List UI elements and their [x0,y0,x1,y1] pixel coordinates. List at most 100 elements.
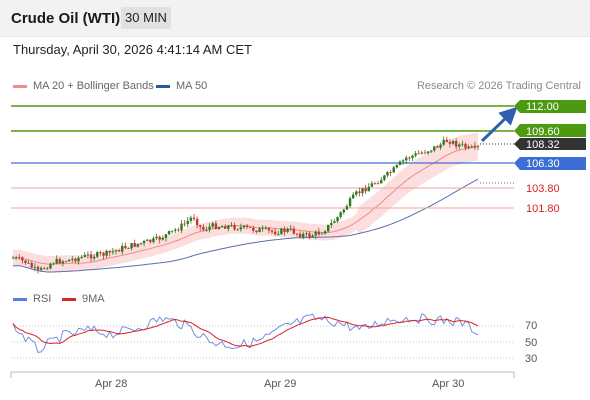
candle-body [202,226,205,230]
candle-body [305,233,308,235]
candle-body [248,227,252,228]
level-label-103-80: 103.80 [526,183,560,195]
candle-body [317,231,321,235]
candle-body [11,257,15,259]
candle-body [67,259,71,262]
candle-body [58,258,62,264]
candle-body [230,224,233,226]
candle-body [302,233,305,238]
legend-item-9ma: 9MA [62,293,105,305]
candle-body [358,191,361,194]
level-label-109-60: 109.60 [526,126,560,138]
candle-body [470,146,473,148]
level-label-106-30: 106.30 [526,158,560,170]
legend-label-ma50: MA 50 [176,80,208,92]
candle-body [189,217,193,221]
candle-body [429,150,433,152]
timeframe-badge[interactable]: 30 MIN [121,7,171,29]
candle-body [311,235,314,238]
candle-body [283,228,286,232]
candle-body [142,240,146,244]
candle-body [252,227,255,231]
candle-body [186,220,189,224]
candle-body [30,262,33,268]
legend-label-rsi: RSI [33,293,52,305]
candle-body [336,217,339,222]
candle-body [433,146,436,151]
candle-body [405,157,408,161]
candle-body [130,243,133,249]
candle-body [77,257,80,262]
candle-body [224,226,227,229]
candle-body [273,231,277,235]
candle-body [389,172,392,173]
candle-body [52,263,55,265]
level-label-108-32: 108.32 [526,139,560,151]
candle-body [270,230,274,232]
candle-body [80,256,83,258]
candle-body [333,221,336,224]
candle-body [155,236,158,239]
candle-body [43,267,46,269]
candle-body [183,223,186,225]
level-tag-112: 112.00 [514,100,586,113]
rsi-tick-70: 70 [525,320,537,332]
candlestick-series [11,136,480,274]
candle-body [286,228,289,232]
candle-body [158,236,161,240]
candle-body [99,252,102,253]
candle-body [292,228,296,234]
candle-body [345,206,349,210]
legend-swatch-9ma [62,297,76,301]
candle-body [86,254,90,256]
candle-body [227,225,230,229]
candle-body [401,160,405,162]
candle-body [330,223,333,225]
level-tag-108-32: 108.32 [514,138,586,151]
candle-body [177,229,180,231]
candle-body [239,227,243,230]
candle-body [105,250,108,256]
candle-body [96,252,99,257]
candle-body [136,243,140,247]
timestamp: Thursday, April 30, 2026 4:41:14 AM CET [13,42,252,57]
candle-body [373,183,377,185]
candle-body [364,188,367,192]
candle-body [242,225,246,228]
candle-body [61,261,65,264]
legend-swatch-ma50 [156,84,170,88]
candle-body [458,144,461,147]
candle-body [408,157,411,159]
candle-body [149,239,152,242]
candle-body [245,225,249,228]
legend-item-rsi: RSI [13,293,51,305]
candle-body [21,257,24,261]
candle-body [420,152,424,154]
candle-body [108,250,111,253]
ma20-line [12,146,479,265]
x-tick-apr29: Apr 29 [264,378,296,390]
candle-body [114,250,118,252]
candle-body [308,233,311,238]
candle-body [102,252,105,256]
candle-body [342,209,346,213]
candle-body [174,229,177,231]
candle-body [24,260,27,263]
candle-body [36,266,40,270]
candle-body [14,257,18,259]
legend-swatch-rsi [13,297,27,301]
candle-body [445,139,448,143]
price-legend: MA 20 + Bollinger Bands MA 50 Research ©… [0,80,590,94]
candle-body [327,224,330,232]
candle-body [49,263,52,269]
candle-body [139,243,143,244]
candle-body [289,228,292,230]
legend-swatch-ma20 [13,84,27,88]
candle-body [367,186,370,192]
candle-body [152,238,155,242]
forecast-arrow [480,106,518,143]
candle-body [464,143,467,148]
candle-body [199,225,202,227]
candle-body [442,139,445,145]
